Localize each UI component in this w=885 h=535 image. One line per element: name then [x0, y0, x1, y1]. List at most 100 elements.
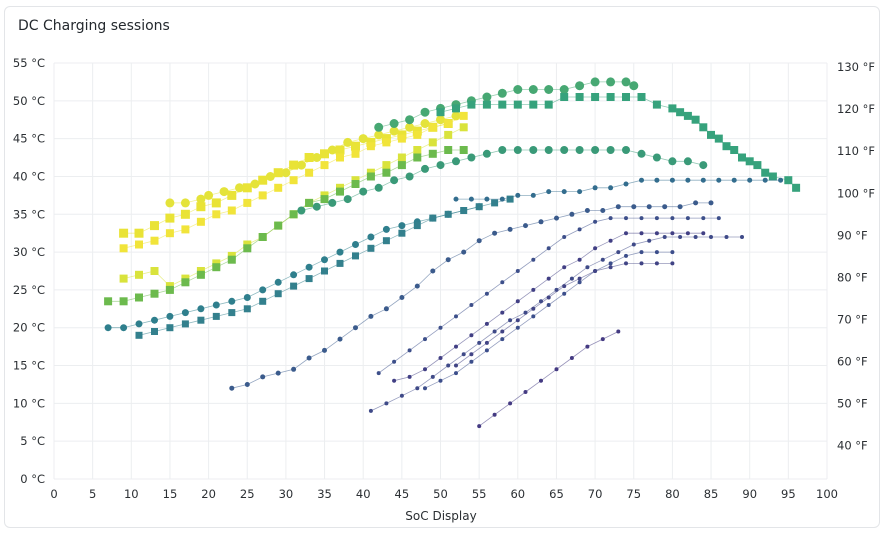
data-point — [197, 305, 205, 313]
data-point — [454, 363, 458, 368]
data-point — [562, 284, 567, 289]
data-point — [304, 153, 314, 162]
y-right-tick-label: 100 °F — [837, 186, 875, 200]
data-point — [260, 374, 266, 380]
data-point — [273, 168, 283, 178]
data-point — [639, 177, 644, 183]
data-point — [701, 216, 706, 221]
data-point — [477, 424, 482, 429]
data-point — [492, 412, 497, 417]
data-point — [212, 210, 221, 219]
data-point — [415, 386, 420, 391]
data-point — [180, 198, 190, 208]
data-point — [685, 216, 690, 221]
data-point — [461, 352, 466, 357]
data-point — [120, 324, 128, 332]
data-point — [608, 238, 613, 243]
data-point — [258, 191, 267, 200]
data-point — [382, 237, 390, 245]
data-point — [328, 198, 337, 207]
series-9 — [135, 195, 514, 339]
data-point — [531, 257, 536, 262]
data-point — [716, 177, 722, 183]
data-point — [515, 299, 520, 304]
data-point — [513, 146, 522, 154]
data-point — [654, 177, 660, 183]
data-point — [484, 348, 489, 353]
data-point — [546, 189, 552, 195]
data-point — [546, 303, 551, 307]
data-point — [382, 225, 390, 233]
data-point — [616, 329, 621, 334]
data-point — [384, 401, 389, 406]
data-point — [460, 207, 468, 214]
data-point — [429, 214, 437, 222]
data-point — [445, 257, 451, 263]
data-point — [321, 256, 328, 264]
data-point — [700, 177, 706, 183]
data-point — [528, 85, 538, 94]
data-point — [151, 328, 158, 335]
data-point — [730, 146, 739, 154]
data-point — [150, 289, 159, 298]
data-point — [546, 276, 551, 281]
data-point — [792, 183, 801, 192]
data-point — [575, 146, 584, 154]
data-point — [336, 153, 344, 162]
data-point — [219, 187, 229, 197]
data-point — [351, 141, 360, 151]
data-point — [305, 275, 313, 283]
x-tick-label: 75 — [626, 487, 641, 501]
data-point — [629, 81, 639, 91]
data-point — [368, 313, 374, 319]
x-tick-label: 55 — [472, 487, 487, 501]
data-point — [652, 153, 661, 162]
data-point — [722, 142, 731, 151]
data-point — [623, 181, 629, 187]
x-tick-label: 100 — [816, 487, 838, 501]
data-point — [258, 175, 268, 185]
data-point — [397, 153, 406, 162]
x-tick-label: 35 — [317, 487, 332, 501]
data-point — [374, 130, 384, 140]
data-point — [670, 216, 675, 221]
data-point — [683, 157, 692, 166]
data-point — [639, 261, 644, 266]
y-left-tick-label: 50 °C — [13, 94, 45, 108]
data-point — [274, 221, 283, 230]
data-point — [762, 177, 768, 183]
data-point — [289, 210, 298, 219]
data-point — [693, 235, 698, 239]
data-point — [498, 100, 507, 109]
data-point — [662, 204, 668, 210]
data-point — [366, 172, 375, 181]
data-point — [320, 149, 329, 159]
data-point — [475, 203, 483, 211]
data-point — [297, 206, 306, 215]
data-point — [212, 301, 220, 309]
series-line — [123, 126, 464, 287]
data-point — [608, 265, 613, 270]
data-point — [592, 185, 598, 191]
data-point — [562, 265, 567, 270]
data-point — [654, 250, 659, 255]
data-point — [708, 200, 714, 206]
x-tick-label: 30 — [279, 487, 294, 501]
data-point — [652, 100, 661, 109]
data-point — [459, 146, 468, 154]
data-point — [600, 257, 605, 262]
data-point — [258, 233, 267, 241]
data-point — [469, 359, 474, 364]
data-point — [747, 177, 753, 183]
data-point — [500, 310, 505, 315]
data-point — [305, 198, 314, 207]
data-point — [135, 293, 143, 302]
data-point — [413, 146, 422, 154]
panel-title: DC Charging sessions — [18, 18, 170, 34]
x-tick-label: 80 — [665, 487, 680, 501]
data-point — [438, 356, 443, 360]
series-line — [478, 331, 619, 427]
data-point — [181, 225, 190, 234]
data-point — [382, 138, 391, 147]
data-point — [119, 274, 128, 283]
